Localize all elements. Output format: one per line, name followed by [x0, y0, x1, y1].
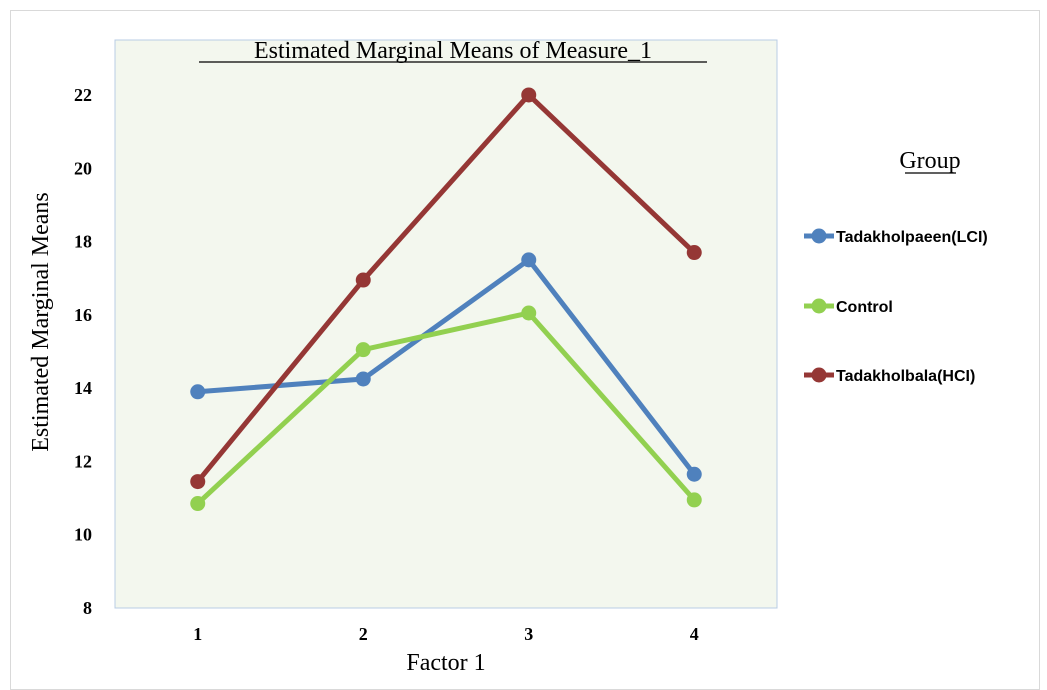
- series-line: [195, 257, 697, 477]
- series-1: [190, 305, 702, 512]
- legend-marker: [811, 298, 827, 314]
- series-layer: [190, 87, 702, 512]
- legend-marker: [811, 228, 827, 244]
- legend-label: Control: [836, 299, 893, 316]
- y-tick-label: 12: [74, 451, 92, 471]
- data-point: [521, 305, 537, 321]
- y-tick-label: 16: [74, 305, 92, 325]
- y-axis-label: Estimated Marginal Means: [28, 192, 54, 452]
- legend-item: Tadakholbala(HCI): [804, 367, 975, 385]
- data-point: [355, 272, 371, 288]
- y-tick-labels: 8 10 12 14 16 18 20 22: [74, 85, 92, 618]
- legend-items: Tadakholpaeen(LCI) Control Tadakholbala(HC…: [804, 228, 988, 385]
- y-tick-label: 20: [74, 158, 92, 178]
- y-tick-label: 22: [74, 85, 92, 105]
- x-tick-label: 2: [359, 624, 368, 644]
- legend-item: Tadakholpaeen(LCI): [804, 228, 988, 246]
- x-axis-label: Factor 1: [406, 650, 485, 675]
- y-tick-label: 8: [83, 598, 92, 618]
- x-tick-label: 1: [193, 624, 202, 644]
- legend-label: Tadakholpaeen(LCI): [836, 229, 988, 246]
- series-2: [190, 87, 702, 490]
- data-point: [521, 252, 537, 268]
- line-chart: Estimated Marginal Means of Measure_1 Es…: [28, 38, 988, 675]
- data-point: [686, 245, 702, 261]
- data-point: [355, 342, 371, 358]
- y-tick-label: 14: [74, 378, 92, 398]
- chart-title: Estimated Marginal Means of Measure_1: [254, 38, 652, 64]
- series-line: [195, 310, 697, 507]
- y-tick-label: 18: [74, 232, 92, 252]
- legend-label: Tadakholbala(HCI): [836, 368, 975, 385]
- data-point: [355, 371, 371, 387]
- legend-item: Control: [804, 298, 893, 316]
- series-line: [195, 92, 697, 485]
- data-point: [686, 466, 702, 482]
- data-point: [190, 384, 206, 400]
- y-tick-label: 10: [74, 525, 92, 545]
- data-point: [190, 496, 206, 512]
- data-point: [190, 474, 206, 490]
- data-point: [521, 87, 537, 103]
- series-0: [190, 252, 702, 482]
- legend-title: Group: [899, 148, 960, 174]
- plot-area: [114, 39, 778, 609]
- x-tick-label: 3: [524, 624, 533, 644]
- x-tick-labels: 1 2 3 4: [193, 624, 699, 644]
- data-point: [686, 492, 702, 508]
- legend: Group Tadakholpaeen(LCI) Control Tadakholb…: [804, 148, 988, 385]
- legend-marker: [811, 367, 827, 383]
- x-tick-label: 4: [690, 624, 699, 644]
